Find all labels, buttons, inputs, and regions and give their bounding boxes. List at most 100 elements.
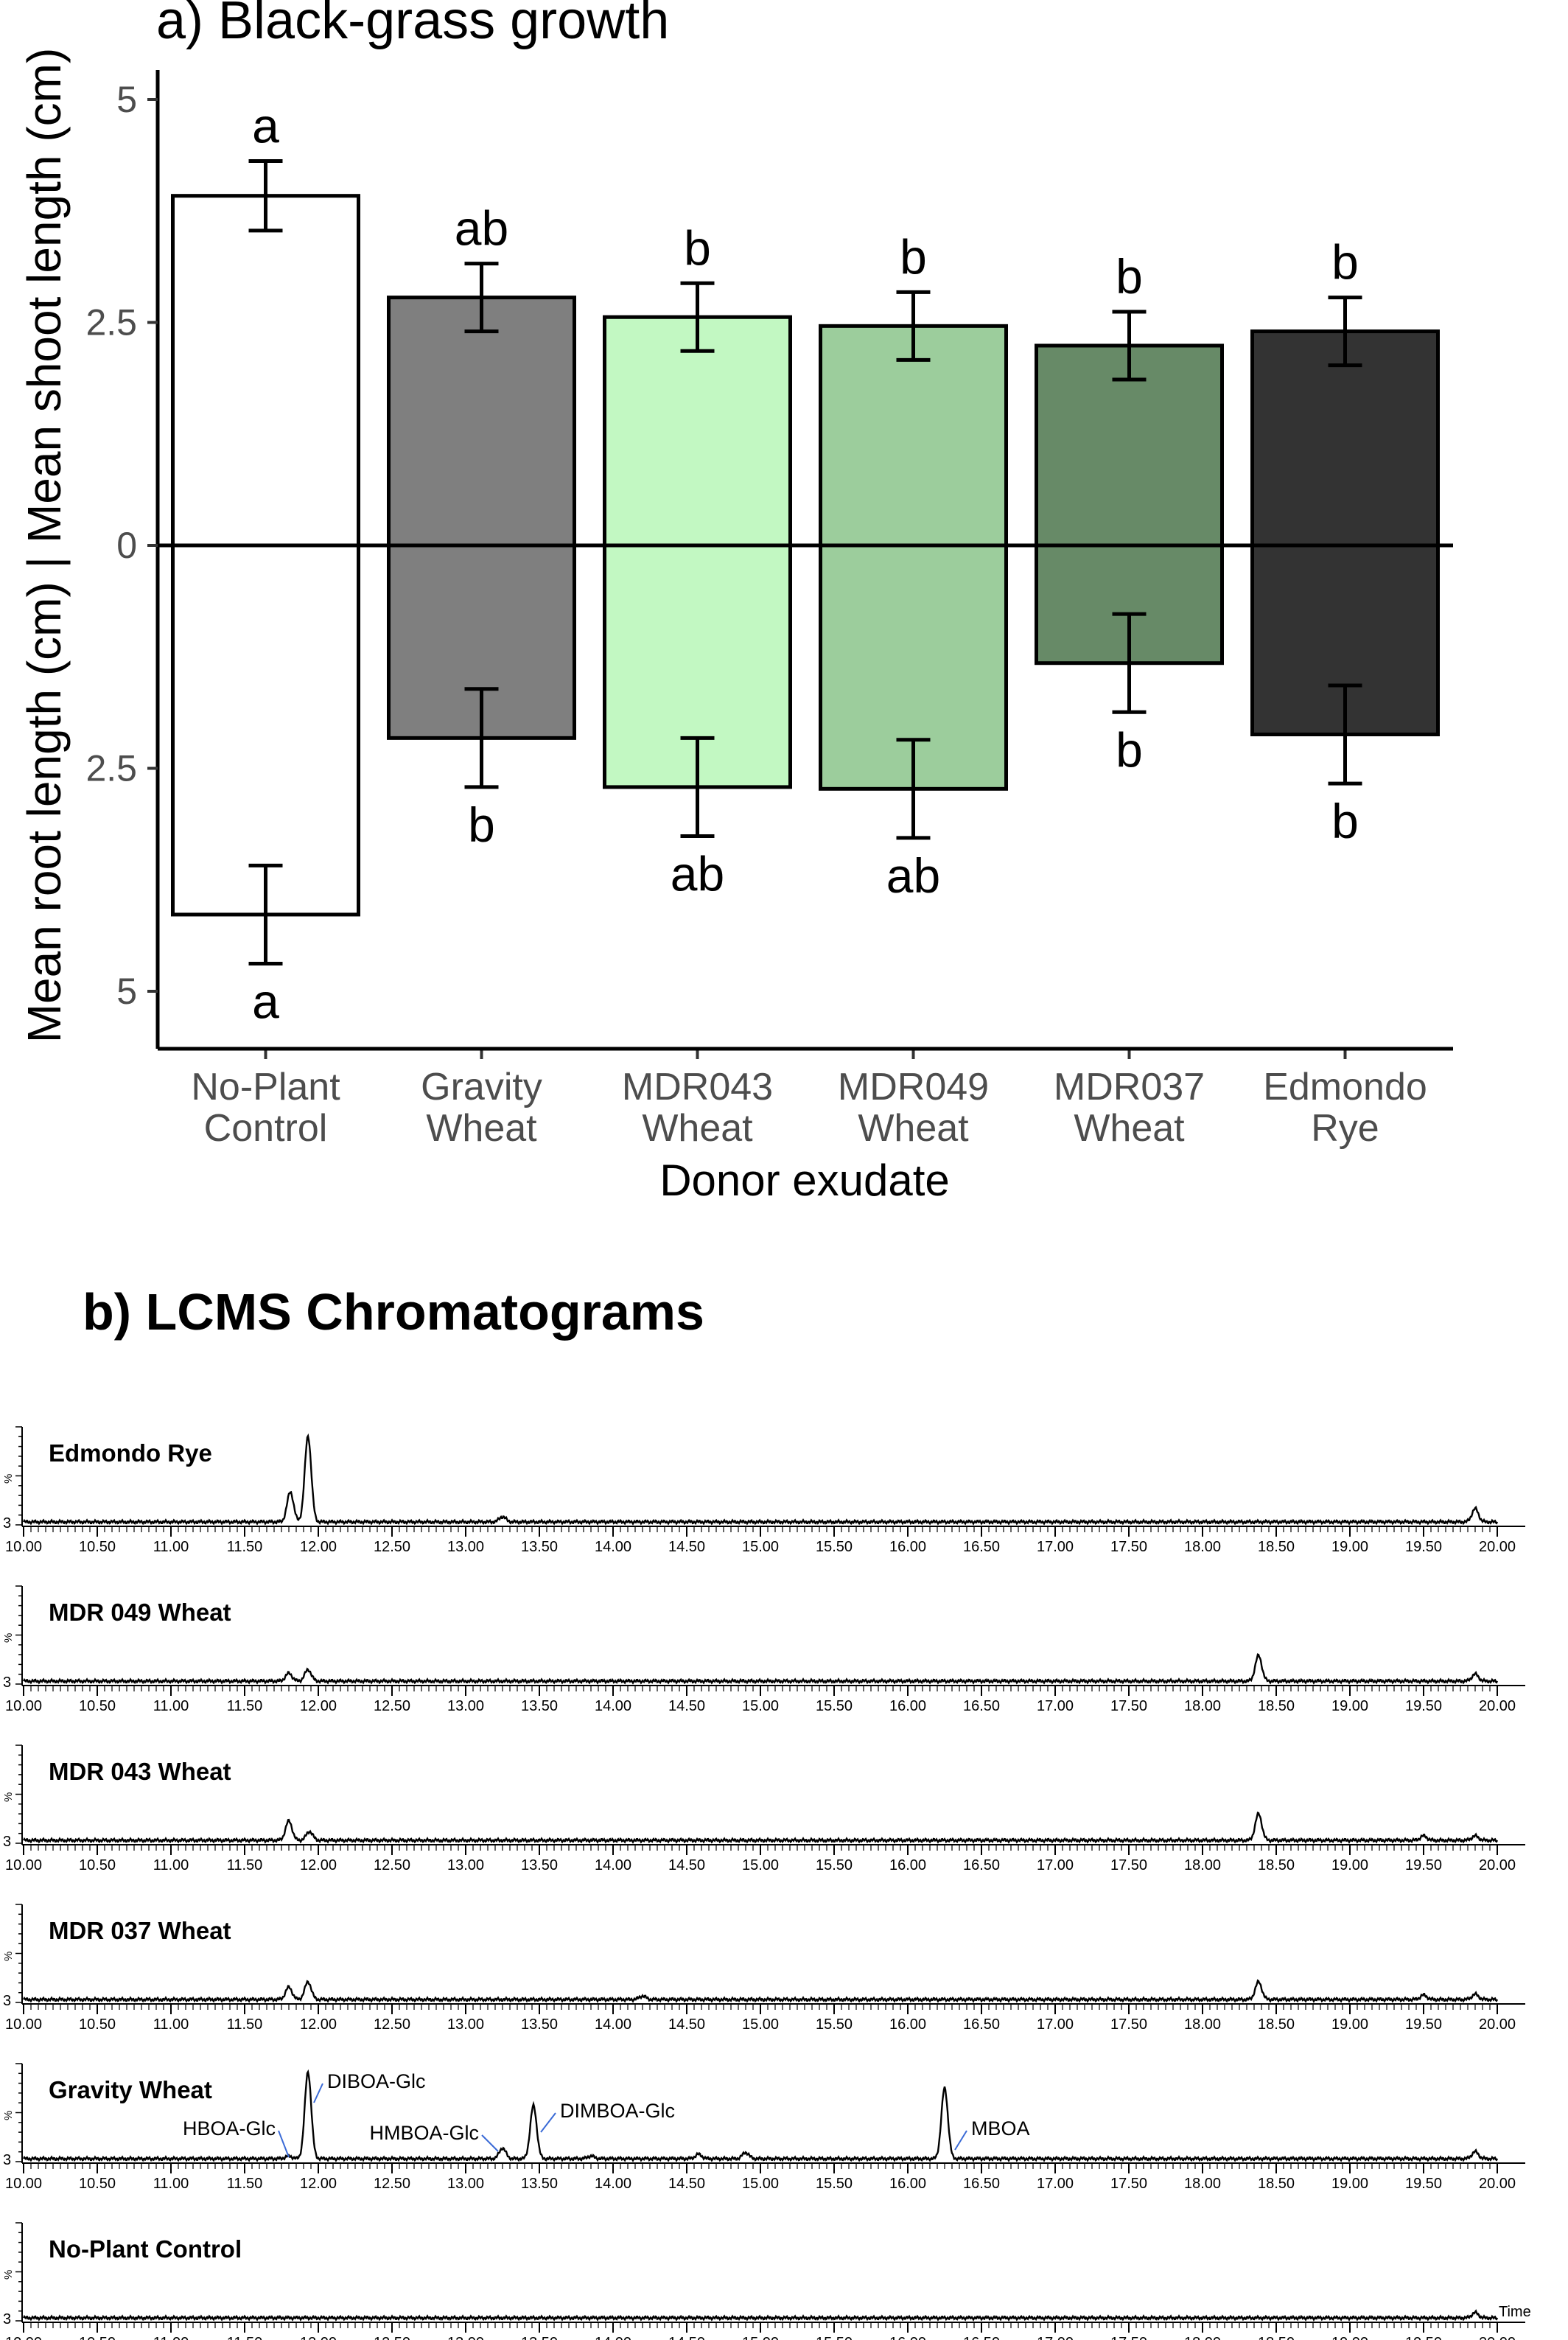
chromatogram-x-tick-label: 17.00 [1037,1857,1074,1873]
chromatogram-x-tick-label: 13.00 [447,1539,484,1555]
chromatogram-y-unit: % [2,1633,15,1643]
chromatogram-sample-name: Edmondo Rye [49,1439,212,1467]
peak-annotation: HBOA-Glc [183,2117,276,2140]
chromatogram-x-tick-label: 15.50 [816,2335,853,2340]
chromatogram-x-tick-label: 12.00 [300,2016,337,2033]
chromatogram-x-tick-label: 13.50 [521,1857,558,1873]
chromatogram-x-tick-label: 11.00 [153,2335,189,2340]
peak-annotation: DIMBOA-Glc [560,2100,675,2122]
chromatogram-x-tick-label: 16.50 [963,2335,1000,2340]
chromatogram: % 3 10.00 10.50 11.00 11.50 12.00 12.50 13.00 13.… [2,1904,1525,2033]
chromatogram-x-tick-label: 10.00 [5,1857,42,1873]
chromatogram-sample-name: MDR 043 Wheat [49,1758,231,1785]
error-bar [1112,310,1147,382]
chromatogram-x-tick-label: 10.50 [79,1698,116,1714]
error-bar [896,738,931,840]
chromatogram-x-tick-label: 18.50 [1258,1539,1295,1555]
chromatogram-x-tick-label: 17.50 [1110,1539,1147,1555]
category-label: Wheat [426,1107,537,1150]
chromatogram-x-tick-label: 20.00 [1479,1539,1516,1555]
chromatogram-x-tick-label: 15.00 [742,1698,779,1714]
chromatogram-x-tick-label: 10.00 [5,1539,42,1555]
error-bar [680,281,715,353]
chromatogram-x-tick-label: 18.00 [1184,2335,1221,2340]
chromatogram-x-tick-label: 11.50 [227,1698,263,1714]
chromatogram-x-tick-label: 11.00 [153,1857,189,1873]
chromatogram-x-tick-label: 11.50 [227,2176,263,2192]
chromatogram-x-tick-label: 16.50 [963,1857,1000,1873]
chromatogram-x-tick-label: 17.50 [1110,1857,1147,1873]
chromatogram-x-tick-label: 12.50 [374,2016,410,2033]
category-label: Wheat [1074,1107,1185,1150]
chromatogram-x-tick-label: 16.00 [889,1539,926,1555]
chromatogram-x-tick-label: 16.00 [889,1857,926,1873]
chromatogram-title: b) LCMS Chromatograms [83,1283,704,1341]
chromatogram-x-tick-label: 14.00 [595,1539,631,1555]
x-axis-label: Donor exudate [659,1156,950,1205]
chromatogram-x-tick-label: 13.00 [447,1857,484,1873]
peak-leader-line [954,2130,967,2151]
chromatogram-x-tick-label: 14.50 [668,2335,705,2340]
error-bar [248,863,283,965]
chromatogram-x-tick-label: 15.50 [816,1857,853,1873]
chromatogram-x-tick-label: 16.50 [963,2176,1000,2192]
chromatogram-x-tick-label: 15.50 [816,1698,853,1714]
chromatogram-x-tick-label: 10.50 [79,2176,116,2192]
chromatogram-x-tick-label: 17.00 [1037,1539,1074,1555]
category-label: Gravity [421,1066,542,1108]
y-tick-label: 2.5 [85,302,137,343]
chromatogram-x-tick-label: 12.00 [300,1857,337,1873]
chromatogram-trace [22,1433,1499,1526]
chromatogram-x-tick-label: 12.50 [374,2176,410,2192]
y-tick-label: 5 [116,971,137,1012]
chromatogram-x-tick-label: 13.00 [447,2176,484,2192]
chromatogram-x-tick-label: 12.50 [374,1539,410,1555]
chromatogram-x-tick-label: 17.00 [1037,2335,1074,2340]
chromatogram-x-tick-label: 13.00 [447,1698,484,1714]
chromatogram: % 3 10.00 10.50 11.00 11.50 12.00 12.50 13.00 13.… [2,1744,1525,1873]
labels-group: aaNo-PlantControlabbGravityWheatbabMDR04… [191,98,1427,1150]
chromatogram-x-tick-label: 12.00 [300,1698,337,1714]
chromatogram-trace [22,1979,1499,2003]
chromatogram-x-tick-label: 18.50 [1258,2335,1295,2340]
chromatogram-x-tick-label: 10.00 [5,1698,42,1714]
chromatogram-x-tick-label: 10.50 [79,1539,116,1555]
chromatogram-y-unit: % [2,1952,15,1961]
shoot-significance-letter: b [1331,235,1359,290]
chromatogram-x-tick-label: 15.00 [742,2176,779,2192]
chromatogram: % 3 10.00 10.50 11.00 11.50 12.00 12.50 13.00 13.… [2,1585,1525,1714]
chromatogram-x-tick-label: 14.00 [595,1698,631,1714]
root-bar [171,543,360,917]
chromatogram-x-tick-label: 12.00 [300,1539,337,1555]
chromatogram-sample-name: MDR 037 Wheat [49,1917,231,1944]
chromatogram-y-unit: % [2,1792,15,1802]
category-label: MDR049 [838,1066,989,1108]
chromatogram-x-tick-label: 18.50 [1258,2176,1295,2192]
chromatogram-x-tick-label: 19.50 [1405,2016,1442,2033]
chromatogram-x-tick-label: 18.00 [1184,2176,1221,2192]
chromatogram-x-tick-label: 14.00 [595,1857,631,1873]
chromatogram-x-tick-label: 18.00 [1184,1857,1221,1873]
chromatogram-x-tick-label: 17.50 [1110,2176,1147,2192]
peak-leader-line [540,2112,556,2133]
chromatogram-x-tick-label: 20.00 [1479,1857,1516,1873]
error-bar [1328,296,1362,368]
chromatogram-y-unit: % [2,2111,15,2120]
chromatogram-x-tick-label: 10.50 [79,2335,116,2340]
shoot-significance-letter: ab [455,201,508,256]
chromatogram-x-tick-label: 12.50 [374,2335,410,2340]
error-bar [1328,683,1362,786]
chromatogram-x-tick-label: 10.00 [5,2016,42,2033]
chromatogram-x-tick-label: 18.00 [1184,1539,1221,1555]
peak-annotation: HMBOA-Glc [370,2122,480,2144]
chromatogram-x-tick-label: 18.50 [1258,1698,1295,1714]
chromatogram-y-min: 3 [3,1993,11,2009]
time-axis-label: Time [1499,2304,1531,2320]
chromatogram-x-tick-label: 15.00 [742,2335,779,2340]
chromatogram-y-min: 3 [3,1674,11,1691]
category-label: Control [204,1107,328,1150]
y-tick-label: 5 [116,79,137,120]
chromatogram-x-tick-label: 11.00 [153,2176,189,2192]
chromatogram-x-tick-label: 15.00 [742,1539,779,1555]
shoot-significance-letter: b [684,220,711,275]
